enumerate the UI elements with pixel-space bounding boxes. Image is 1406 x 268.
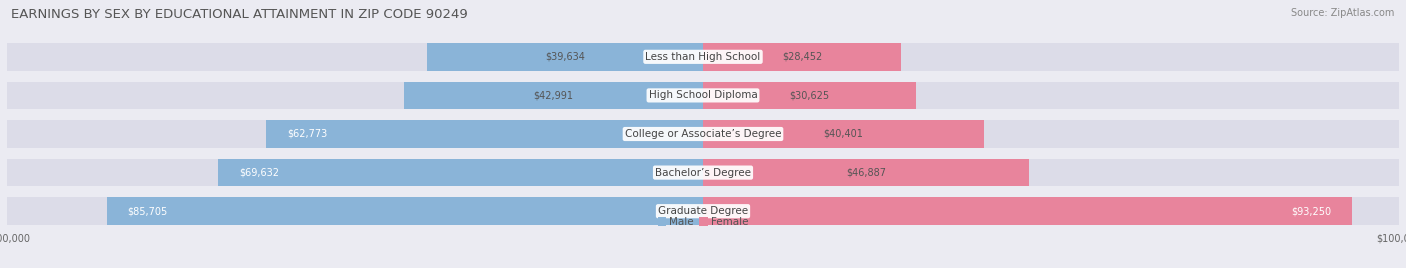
Text: Bachelor’s Degree: Bachelor’s Degree bbox=[655, 168, 751, 178]
Text: $30,625: $30,625 bbox=[790, 90, 830, 100]
Bar bbox=[427, 43, 703, 71]
Bar bbox=[218, 159, 703, 187]
Text: Graduate Degree: Graduate Degree bbox=[658, 206, 748, 216]
Bar bbox=[7, 43, 1399, 71]
Bar bbox=[703, 120, 984, 148]
Bar bbox=[7, 81, 1399, 109]
Text: Less than High School: Less than High School bbox=[645, 52, 761, 62]
Bar bbox=[7, 120, 1399, 148]
Bar bbox=[703, 43, 901, 71]
Text: $85,705: $85,705 bbox=[128, 206, 167, 216]
Text: $42,991: $42,991 bbox=[533, 90, 574, 100]
Bar bbox=[107, 197, 703, 225]
Bar bbox=[404, 81, 703, 109]
Bar bbox=[7, 197, 1399, 225]
Text: $28,452: $28,452 bbox=[782, 52, 823, 62]
Legend: Male, Female: Male, Female bbox=[658, 217, 748, 227]
Bar bbox=[703, 197, 1353, 225]
Bar bbox=[7, 159, 1399, 187]
Text: $69,632: $69,632 bbox=[239, 168, 280, 178]
Text: College or Associate’s Degree: College or Associate’s Degree bbox=[624, 129, 782, 139]
Text: Source: ZipAtlas.com: Source: ZipAtlas.com bbox=[1291, 8, 1395, 18]
Text: $40,401: $40,401 bbox=[824, 129, 863, 139]
Text: EARNINGS BY SEX BY EDUCATIONAL ATTAINMENT IN ZIP CODE 90249: EARNINGS BY SEX BY EDUCATIONAL ATTAINMEN… bbox=[11, 8, 468, 21]
Bar bbox=[266, 120, 703, 148]
Text: $93,250: $93,250 bbox=[1291, 206, 1331, 216]
Bar bbox=[703, 81, 917, 109]
Text: $39,634: $39,634 bbox=[546, 52, 585, 62]
Text: High School Diploma: High School Diploma bbox=[648, 90, 758, 100]
Bar bbox=[703, 159, 1029, 187]
Text: $46,887: $46,887 bbox=[846, 168, 886, 178]
Text: $62,773: $62,773 bbox=[287, 129, 328, 139]
